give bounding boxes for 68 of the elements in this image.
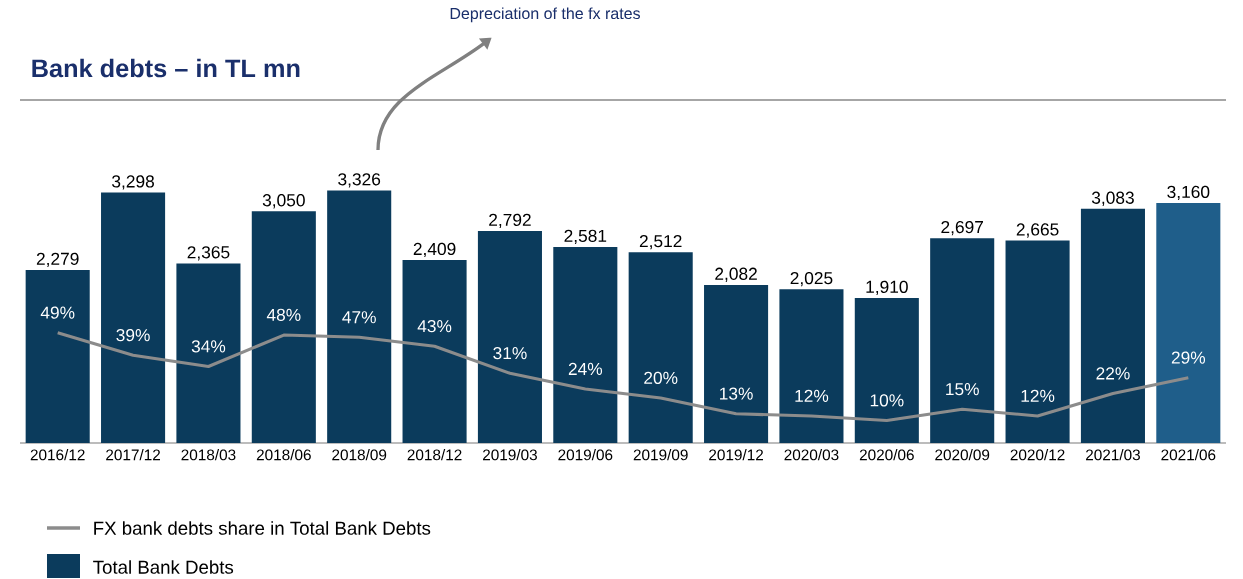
data-label: 3,050 (262, 194, 305, 209)
data-label: 39% (116, 328, 150, 342)
bar (628, 252, 693, 443)
bar (779, 289, 844, 443)
legend-label: FX bank debts share in Total Bank Debts (94, 521, 431, 535)
data-label: 24% (568, 362, 603, 375)
bar (930, 238, 995, 443)
x-tick-label: 2020/09 (935, 449, 990, 461)
data-label: 3,083 (1091, 191, 1134, 206)
data-label: 49% (40, 306, 75, 319)
x-tick-label: 2021/03 (1086, 449, 1140, 461)
data-label: 2,792 (489, 213, 531, 229)
data-label: 2,082 (715, 267, 757, 282)
bar (704, 284, 769, 443)
data-label: 2,697 (941, 220, 983, 236)
data-label: 13% (720, 387, 753, 400)
x-tick-label: 2019/06 (558, 449, 613, 461)
data-label: 31% (493, 346, 527, 360)
x-tick-label: 2021/06 (1161, 449, 1216, 461)
data-label: 2,581 (564, 229, 607, 245)
x-tick-label: 2018/03 (181, 449, 236, 461)
data-label: 48% (266, 308, 301, 322)
x-tick-label: 2017/12 (106, 449, 160, 461)
data-label: 12% (1021, 389, 1055, 402)
bar (402, 260, 467, 443)
data-label: 15% (946, 383, 979, 396)
data-label: 12% (795, 389, 829, 402)
bar (176, 263, 241, 443)
bar (327, 190, 392, 443)
bar (1080, 208, 1145, 443)
data-label: 3,160 (1167, 185, 1210, 201)
x-tick-label: 2018/06 (256, 449, 311, 461)
data-label: 47% (342, 311, 376, 324)
bar (477, 230, 542, 443)
text: Depreciation of the fx rates (450, 7, 641, 23)
bar (854, 297, 919, 443)
data-label: 2,409 (413, 242, 456, 258)
data-label: 1,910 (866, 280, 908, 296)
bar (251, 211, 316, 443)
bar (1005, 240, 1070, 443)
data-label: 2,025 (790, 271, 833, 287)
bar (553, 246, 618, 443)
data-label: 43% (417, 319, 452, 333)
data-label: 29% (1171, 351, 1206, 364)
bar (101, 192, 166, 443)
data-label: 2,665 (1016, 223, 1059, 238)
data-label: 2,365 (187, 246, 230, 261)
x-tick-label: 2020/12 (1010, 449, 1065, 461)
data-label: 20% (644, 371, 678, 384)
x-tick-label: 2020/03 (784, 449, 839, 461)
chart-title: Bank debts – in TL mn (32, 58, 300, 78)
data-label: 22% (1096, 367, 1130, 380)
data-label: 3,298 (112, 175, 154, 190)
data-label: 34% (191, 340, 226, 353)
x-tick-label: 2018/09 (332, 449, 387, 461)
legend-label: Total Bank Debts (93, 560, 234, 574)
data-label: 3,326 (338, 173, 381, 188)
bar (25, 269, 90, 443)
x-tick-label: 2019/12 (709, 449, 763, 461)
x-tick-label: 2016/12 (30, 449, 85, 461)
x-tick-label: 2019/03 (483, 449, 537, 461)
data-label: 2,279 (36, 252, 79, 267)
bar (1156, 203, 1221, 443)
x-tick-label: 2018/12 (407, 449, 462, 461)
data-label: 10% (870, 394, 904, 407)
x-tick-label: 2020/06 (859, 449, 914, 461)
data-label: 2,512 (639, 234, 682, 250)
x-tick-label: 2019/09 (633, 449, 688, 461)
